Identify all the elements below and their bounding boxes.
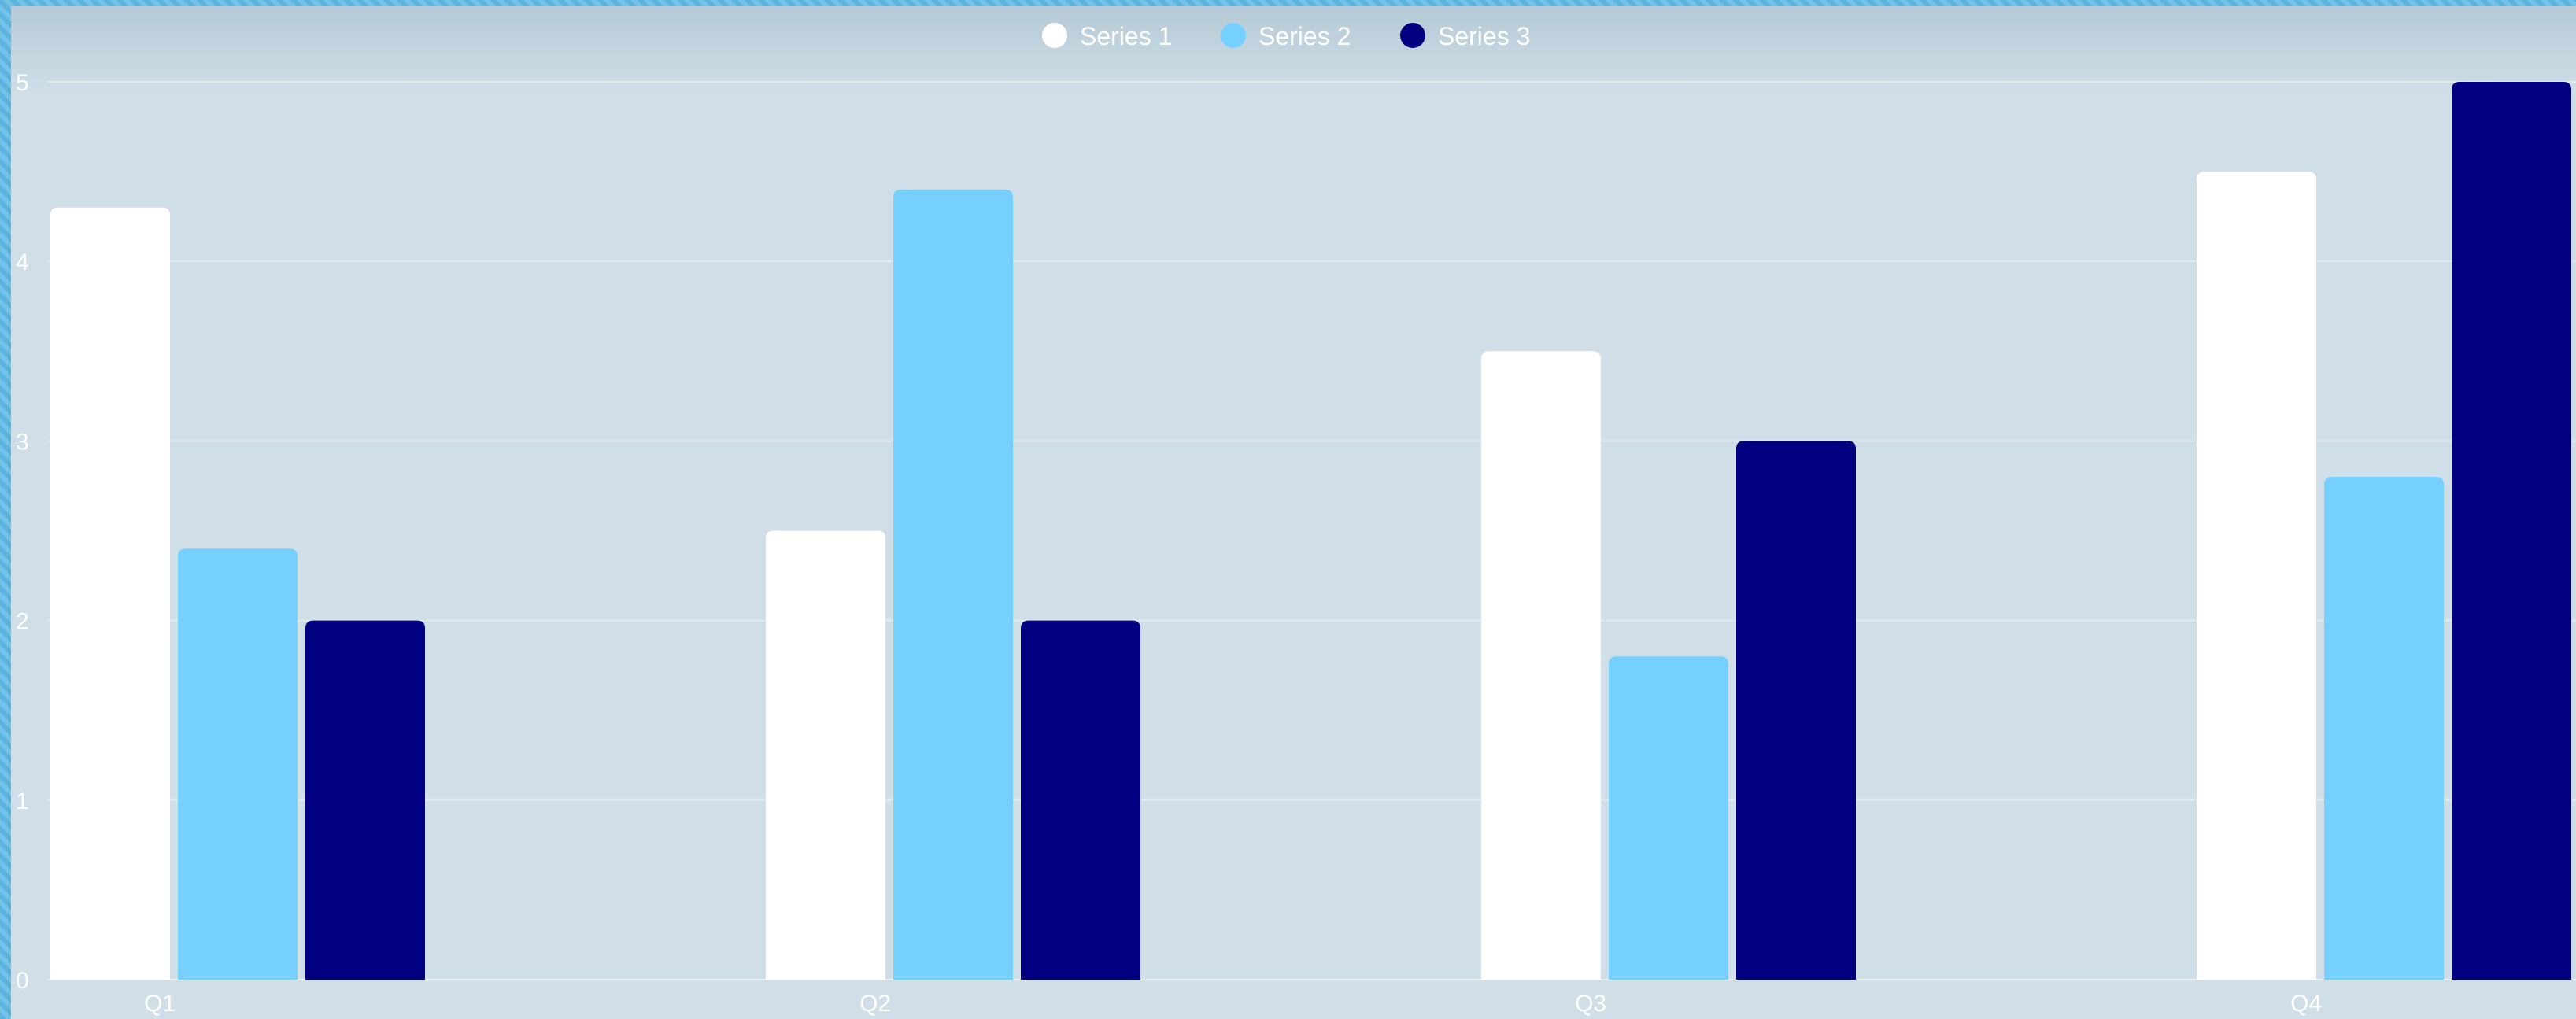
y-axis-ticks: 0 1 2 3 4 5: [16, 70, 29, 994]
x-tick-label: Q3: [1575, 991, 1606, 1017]
legend-marker-series-3: [1400, 23, 1425, 48]
y-tick-label: 1: [16, 788, 29, 814]
bar-q1-series-3: [305, 620, 425, 980]
bar-q2-series-2: [893, 189, 1013, 980]
bar-q1-series-1: [50, 207, 170, 980]
legend-label-series-1: Series 1: [1080, 22, 1172, 50]
bar-q2-series-1: [766, 530, 885, 980]
bar-q2-series-3: [1021, 620, 1140, 980]
y-tick-label: 0: [16, 968, 29, 994]
bar-q4-series-3: [2452, 82, 2571, 980]
x-axis-ticks: Q1 Q2 Q3 Q4: [144, 991, 2322, 1017]
x-tick-label: Q2: [859, 991, 891, 1017]
y-tick-label: 2: [16, 609, 29, 635]
x-tick-label: Q1: [144, 991, 176, 1017]
legend: Series 1 Series 2 Series 3: [1042, 22, 1530, 50]
bar-q4-series-1: [2197, 172, 2316, 980]
y-tick-label: 3: [16, 429, 29, 455]
legend-label-series-2: Series 2: [1258, 22, 1351, 50]
y-tick-label: 4: [16, 249, 29, 275]
legend-label-series-3: Series 3: [1438, 22, 1530, 50]
legend-marker-series-1: [1042, 23, 1067, 48]
x-tick-label: Q4: [2290, 991, 2322, 1017]
bar-q3-series-1: [1481, 351, 1601, 980]
bars: [50, 82, 2571, 980]
bar-q3-series-2: [1609, 656, 1728, 980]
bar-q4-series-2: [2324, 477, 2444, 980]
y-tick-label: 5: [16, 70, 29, 96]
bar-q3-series-3: [1736, 441, 1856, 980]
panel-top-shade: [11, 6, 2576, 93]
bar-q1-series-2: [178, 548, 298, 980]
chart-panel: [11, 6, 2576, 1019]
gridlines: [47, 81, 2576, 980]
legend-marker-series-2: [1221, 23, 1246, 48]
